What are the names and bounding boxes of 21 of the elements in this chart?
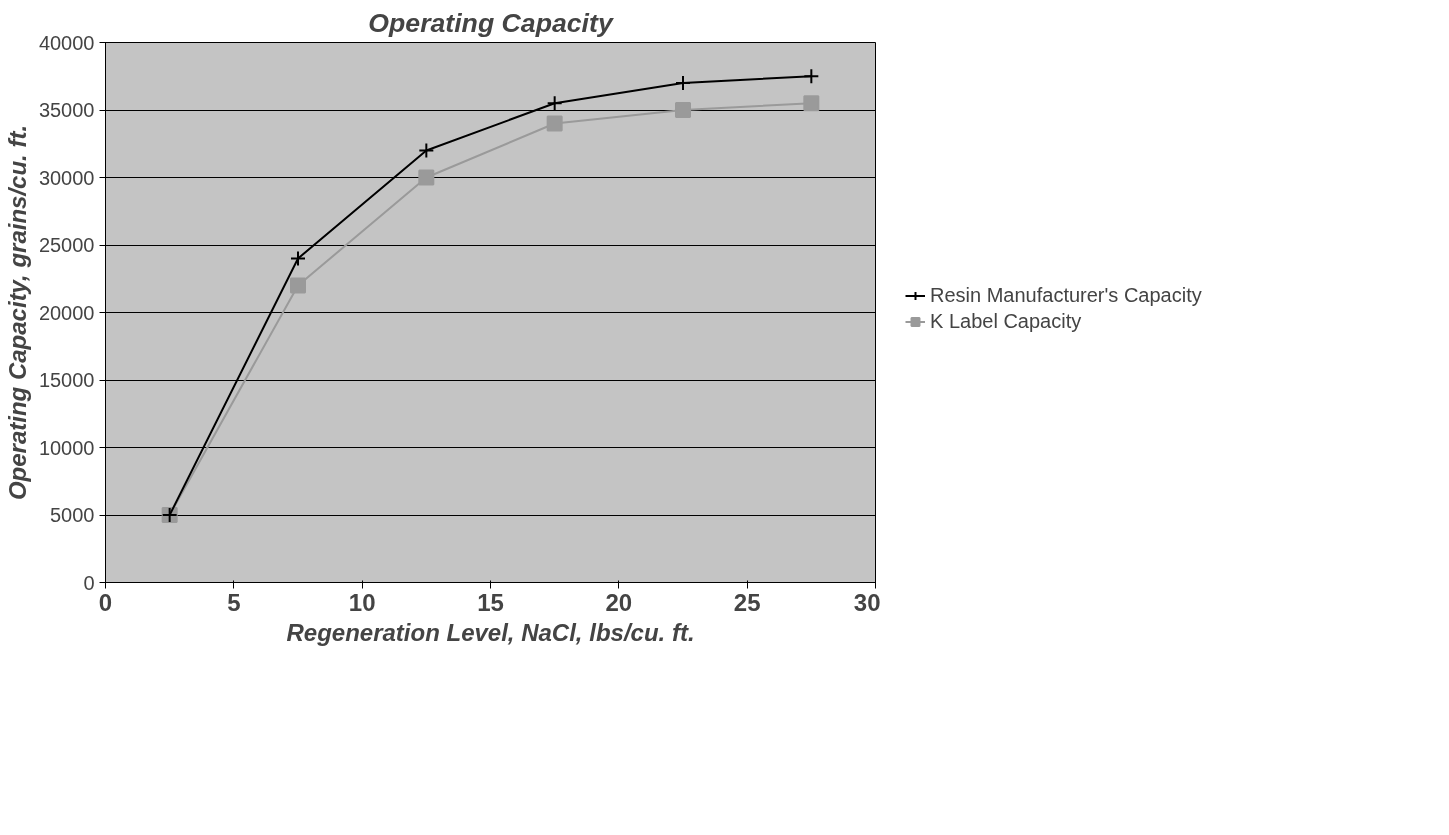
y-tick-label: 10000 <box>38 436 95 459</box>
x-tick-label: 20 <box>605 588 633 616</box>
y-tick-label: 20000 <box>38 301 95 324</box>
x-tick-label: 10 <box>348 588 376 616</box>
x-tick-label: 15 <box>477 588 504 616</box>
x-tick-label: 0 <box>98 588 113 616</box>
y-tick-label: 25000 <box>38 234 95 256</box>
y-tick-label: 15000 <box>38 369 95 391</box>
legend-label: K Label Capacity <box>930 309 1082 333</box>
y-axis-title: Operating Capacity, grains/cu. ft. <box>3 124 31 501</box>
y-tick-label: 40000 <box>38 31 95 54</box>
x-axis-title: Regeneration Level, NaCl, lbs/cu. ft. <box>286 618 695 646</box>
y-tick-label: 35000 <box>38 99 95 121</box>
x-tick-label: 5 <box>227 588 241 616</box>
y-tick-label: 0 <box>83 571 95 594</box>
legend-label: Resin Manufacturer's Capacity <box>930 283 1202 307</box>
x-tick-label: 25 <box>733 588 761 616</box>
y-tick-label: 5000 <box>50 504 95 526</box>
chart-title: Operating Capacity <box>368 7 614 38</box>
y-tick-label: 30000 <box>38 166 95 189</box>
x-tick-label: 30 <box>853 588 881 616</box>
